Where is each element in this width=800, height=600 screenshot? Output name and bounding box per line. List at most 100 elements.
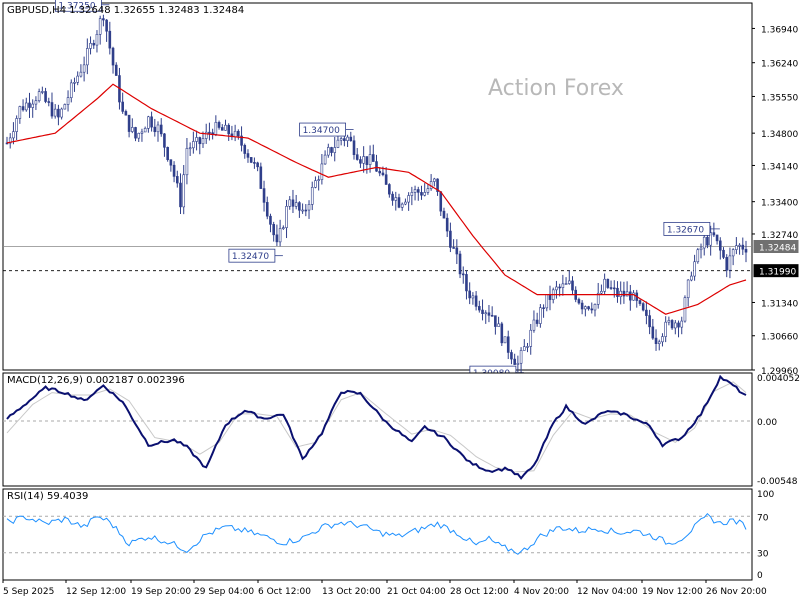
candle-body (237, 130, 240, 137)
candle-body (8, 137, 12, 144)
price-tick-label: 1.36940 (761, 25, 798, 35)
candle-body (397, 197, 401, 208)
candle-body (481, 309, 484, 314)
candle-body (699, 247, 703, 251)
candle-body (449, 230, 452, 248)
candle-body (63, 104, 67, 110)
current-price-label: 1.32484 (759, 243, 796, 253)
candle-body (179, 182, 182, 208)
candle-body (73, 82, 76, 84)
candle-body (323, 154, 327, 165)
candle-body (558, 286, 561, 289)
candle-body (664, 321, 667, 337)
watermark: Action Forex (488, 76, 624, 101)
candle-body (384, 174, 388, 185)
candle-body (548, 294, 552, 300)
candle-body (227, 124, 230, 135)
candle-body (41, 91, 44, 93)
candle-body (282, 227, 285, 229)
candle-body (47, 101, 51, 103)
time-tick-label: 6 Oct 12:00 (258, 587, 311, 597)
candle-body (442, 210, 446, 219)
candle-body (497, 323, 500, 327)
candle-body (349, 136, 353, 142)
candle-body (12, 131, 15, 139)
candle-body (744, 248, 748, 253)
candle-body (600, 291, 603, 294)
candle-body (172, 164, 176, 177)
price-tick-label: 1.36240 (761, 60, 798, 70)
candle-body (439, 191, 443, 212)
candle-body (606, 278, 610, 288)
candle-body (686, 279, 690, 298)
time-tick-label: 28 Oct 12:00 (450, 587, 509, 597)
candle-body (680, 320, 684, 328)
price-tick-label: 1.32740 (761, 231, 798, 241)
candle-body (50, 102, 54, 117)
candle-body (641, 303, 645, 311)
rsi-pane: 100 70 30 0 (2, 488, 774, 581)
candle-body (632, 292, 635, 301)
candle-body (400, 203, 404, 208)
annotation-label: 1.32670 (667, 225, 704, 235)
candle-body (169, 159, 173, 166)
candle-body (137, 133, 141, 139)
candle-body (651, 326, 655, 339)
candle-body (619, 290, 622, 297)
candle-body (542, 307, 545, 309)
candle-body (722, 249, 725, 258)
candle-body (494, 315, 497, 327)
candle-body (609, 287, 613, 289)
candle-body (738, 244, 741, 247)
rsi-tick-label: 100 (757, 490, 774, 500)
candle-body (60, 108, 63, 118)
candle-body (246, 153, 250, 158)
time-tick-label: 29 Sep 04:00 (194, 587, 254, 597)
time-tick-label: 12 Sep 12:00 (66, 587, 126, 597)
candle-body (741, 244, 745, 250)
candle-body (445, 217, 449, 232)
candle-body (519, 350, 523, 364)
candle-body (114, 64, 118, 76)
candle-body (702, 236, 706, 249)
candle-body (98, 18, 102, 35)
candle-body (294, 202, 298, 207)
candle-body (452, 247, 455, 249)
candle-body (304, 209, 308, 212)
candle-body (124, 111, 128, 116)
macd-frame (2, 372, 753, 487)
candle-body (378, 170, 382, 174)
candle-body (314, 180, 317, 188)
time-tick-label: 4 Nov 20:00 (514, 587, 569, 597)
candle-body (34, 100, 38, 105)
candle-body (478, 306, 481, 311)
candle-body (346, 136, 349, 141)
candle-body (580, 302, 584, 310)
time-tick-label: 21 Oct 04:00 (387, 587, 446, 597)
candle-body (102, 18, 105, 21)
support-level-tag (753, 264, 799, 278)
candle-body (150, 116, 153, 128)
candle-body (371, 154, 375, 162)
candle-body (526, 346, 529, 348)
candle-body (510, 352, 513, 360)
candle-body (343, 138, 346, 141)
candle-body (233, 130, 237, 138)
candle-body (53, 108, 57, 117)
rsi-frame (2, 488, 753, 581)
candle-body (269, 215, 272, 225)
candle-body (516, 362, 520, 365)
annotation-label: 1.37250 (58, 1, 95, 11)
candle-body (468, 290, 471, 299)
candle-body (201, 138, 205, 145)
candle-body (426, 188, 430, 193)
candle-body (532, 319, 536, 331)
candle-body (410, 192, 414, 196)
candle-body (725, 257, 729, 271)
candle-body (333, 147, 337, 153)
candle-body (44, 91, 47, 102)
candle-body (712, 232, 716, 236)
candle-body (66, 97, 70, 105)
candle-body (285, 206, 288, 228)
